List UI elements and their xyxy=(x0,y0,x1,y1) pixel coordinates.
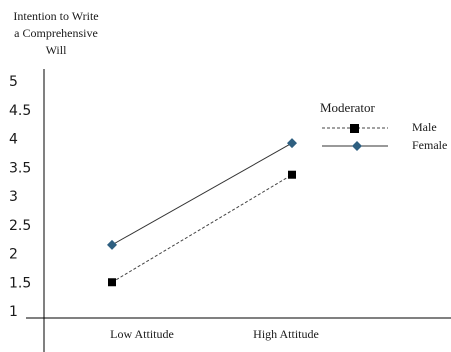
y-tick-label: 1.5 xyxy=(9,275,31,291)
y-tick-label: 3.5 xyxy=(9,160,31,176)
data-point-female xyxy=(107,239,117,250)
y-axis-title: Intention to Write a Comprehensive Will xyxy=(13,9,98,57)
series-markers xyxy=(107,138,297,287)
y-axis-title-line-2: a Comprehensive xyxy=(14,26,98,40)
y-tick-label: 4 xyxy=(9,132,18,148)
legend-title: Moderator xyxy=(320,100,376,115)
legend-label-female: Female xyxy=(412,138,447,152)
y-axis-title-line-1: Intention to Write xyxy=(13,9,98,23)
series-line-male xyxy=(111,174,293,283)
data-point-male xyxy=(108,278,116,287)
y-tick-label: 2 xyxy=(9,247,18,263)
legend-marker-female xyxy=(352,141,362,151)
x-tick-label: Low Attitude xyxy=(110,327,174,341)
data-point-male xyxy=(288,170,296,179)
legend-label-male: Male xyxy=(412,120,437,134)
y-axis-title-line-3: Will xyxy=(46,43,68,57)
y-tick-label: 3 xyxy=(9,189,18,205)
y-tick-label: 2.5 xyxy=(9,218,31,234)
data-point-female xyxy=(287,138,297,149)
y-tick-labels: 1 1.5 2 2.5 3 3.5 4 4.5 5 xyxy=(9,74,31,320)
series-lines xyxy=(111,142,293,283)
x-tick-label: High Attitude xyxy=(253,327,319,341)
legend-marker-male xyxy=(350,124,359,133)
series-line-female xyxy=(111,142,293,246)
y-tick-label: 5 xyxy=(9,74,18,90)
legend: Moderator Male Female xyxy=(320,100,447,152)
x-tick-labels: Low Attitude High Attitude xyxy=(110,327,319,341)
y-tick-label: 4.5 xyxy=(9,103,31,119)
y-tick-label: 1 xyxy=(9,304,18,320)
